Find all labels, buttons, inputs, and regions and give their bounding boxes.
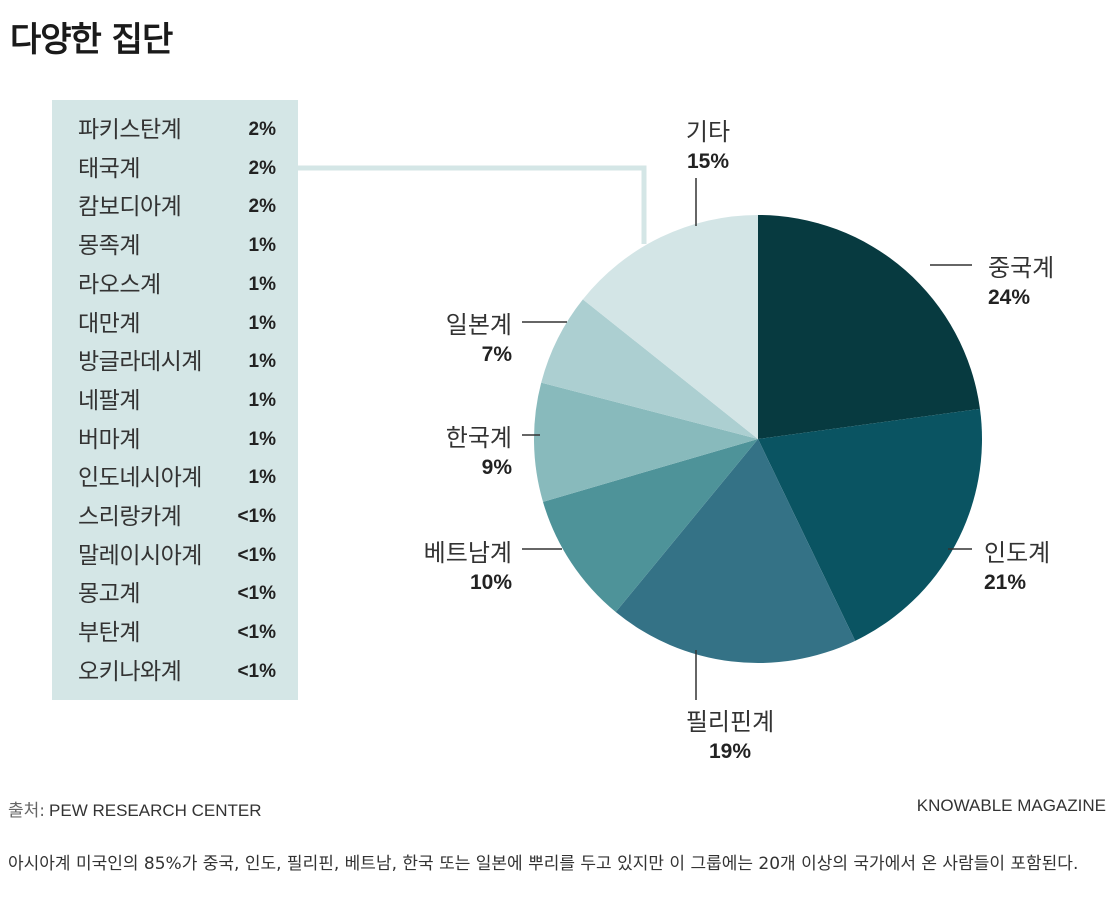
breakdown-row: 스리랑카계 <1% (52, 498, 298, 536)
breakdown-label: 말레이시아계 (78, 542, 202, 569)
breakdown-value: 2% (248, 196, 276, 218)
source-line: 출처: PEW RESEARCH CENTER (8, 796, 262, 821)
slice-value: 19% (709, 740, 751, 763)
breakdown-row: 네팔계 1% (52, 382, 298, 420)
slice-value: 24% (988, 286, 1030, 309)
breakdown-label: 스리랑카계 (78, 504, 182, 530)
breakdown-label: 대만계 (78, 310, 140, 337)
other-breakdown-panel: 파키스탄계 2% 태국계 2% 캄보디아계 2% 몽족계 1% 라오스계 1% 대만계 1% 방글라데시… (52, 100, 298, 700)
breakdown-row: 파키스탄계 2% (52, 111, 298, 149)
breakdown-value: 1% (248, 235, 276, 257)
breakdown-value: <1% (237, 506, 276, 527)
publisher-brand: KNOWABLE MAGAZINE (916, 796, 1106, 815)
breakdown-value: 1% (248, 467, 276, 489)
breakdown-row: 버마계 1% (52, 421, 298, 459)
chart-caption: 아시아계 미국인의 85%가 중국, 인도, 필리핀, 베트남, 한국 또는 일… (8, 854, 1079, 874)
breakdown-label: 방글라데시계 (78, 349, 202, 376)
breakdown-row: 방글라데시계 1% (52, 343, 298, 381)
breakdown-row: 몽고계 <1% (52, 575, 298, 613)
breakdown-label: 버마계 (78, 426, 140, 453)
breakdown-label: 몽족계 (78, 233, 140, 260)
breakdown-value: 1% (248, 273, 276, 295)
slice-value: 15% (687, 150, 729, 173)
pie-slice (582, 215, 758, 439)
breakdown-row: 인도네시아계 1% (52, 459, 298, 497)
slice-labels: 중국계 24% 인도계 21% 필리핀계 19% 베트남계 10% 한국계 9% 일본계 7% 기타 15… (424, 118, 1055, 763)
breakdown-row: 대만계 1% (52, 305, 298, 343)
slice-label: 인도계 (984, 539, 1050, 567)
breakdown-label: 캄보디아계 (78, 194, 182, 221)
breakdown-value: <1% (237, 660, 276, 682)
breakdown-label: 부탄계 (78, 620, 140, 647)
breakdown-label: 라오스계 (78, 271, 161, 298)
breakdown-value: <1% (237, 544, 276, 566)
breakdown-label: 오키나와계 (78, 658, 182, 685)
breakdown-row: 태국계 2% (52, 150, 298, 188)
breakdown-row: 몽족계 1% (52, 227, 298, 265)
breakdown-row: 캄보디아계 2% (52, 188, 298, 226)
slice-label: 중국계 (988, 254, 1054, 282)
pie-slice (542, 439, 758, 613)
chart-title: 다양한 집단 (10, 20, 173, 60)
pie-slice (615, 439, 856, 664)
breakdown-label: 태국계 (78, 155, 140, 182)
breakdown-label: 몽고계 (78, 581, 140, 608)
slice-label: 한국계 (446, 424, 512, 452)
pie-slice (541, 299, 758, 439)
slice-value: 7% (482, 343, 513, 366)
pie-slices (534, 215, 982, 664)
breakdown-value: 1% (248, 389, 276, 411)
breakdown-value: <1% (237, 583, 276, 605)
breakdown-connector-line (298, 165, 647, 244)
breakdown-row: 오키나와계 <1% (52, 653, 298, 691)
slice-label: 일본계 (446, 311, 512, 339)
pie-slice (758, 408, 982, 641)
source-name: PEW RESEARCH CENTER (49, 801, 262, 820)
pie-slice (758, 215, 980, 439)
breakdown-label: 인도네시아계 (78, 465, 202, 492)
breakdown-row: 라오스계 1% (52, 266, 298, 304)
slice-label: 기타 (686, 118, 730, 146)
breakdown-value: 1% (248, 312, 276, 334)
slice-label: 베트남계 (424, 539, 512, 567)
slice-value: 10% (470, 571, 512, 594)
breakdown-row: 말레이시아계 <1% (52, 537, 298, 575)
breakdown-value: 1% (248, 428, 276, 450)
slice-value: 9% (482, 456, 513, 479)
breakdown-row: 부탄계 <1% (52, 614, 298, 652)
source-label: 출처: (8, 801, 46, 821)
breakdown-value: 2% (248, 119, 276, 140)
slice-value: 21% (984, 571, 1026, 594)
pie-chart: 중국계 24% 인도계 21% 필리핀계 19% 베트남계 10% 한국계 9% 일본계 7% 기타 15… (298, 118, 1055, 763)
breakdown-value: <1% (237, 622, 276, 644)
leader-lines (522, 178, 972, 700)
breakdown-value: 2% (248, 157, 276, 179)
pie-slice (534, 382, 758, 502)
breakdown-label: 네팔계 (78, 387, 140, 414)
breakdown-value: 1% (248, 351, 276, 373)
breakdown-label: 파키스탄계 (78, 117, 182, 143)
slice-label: 필리핀계 (686, 708, 774, 736)
